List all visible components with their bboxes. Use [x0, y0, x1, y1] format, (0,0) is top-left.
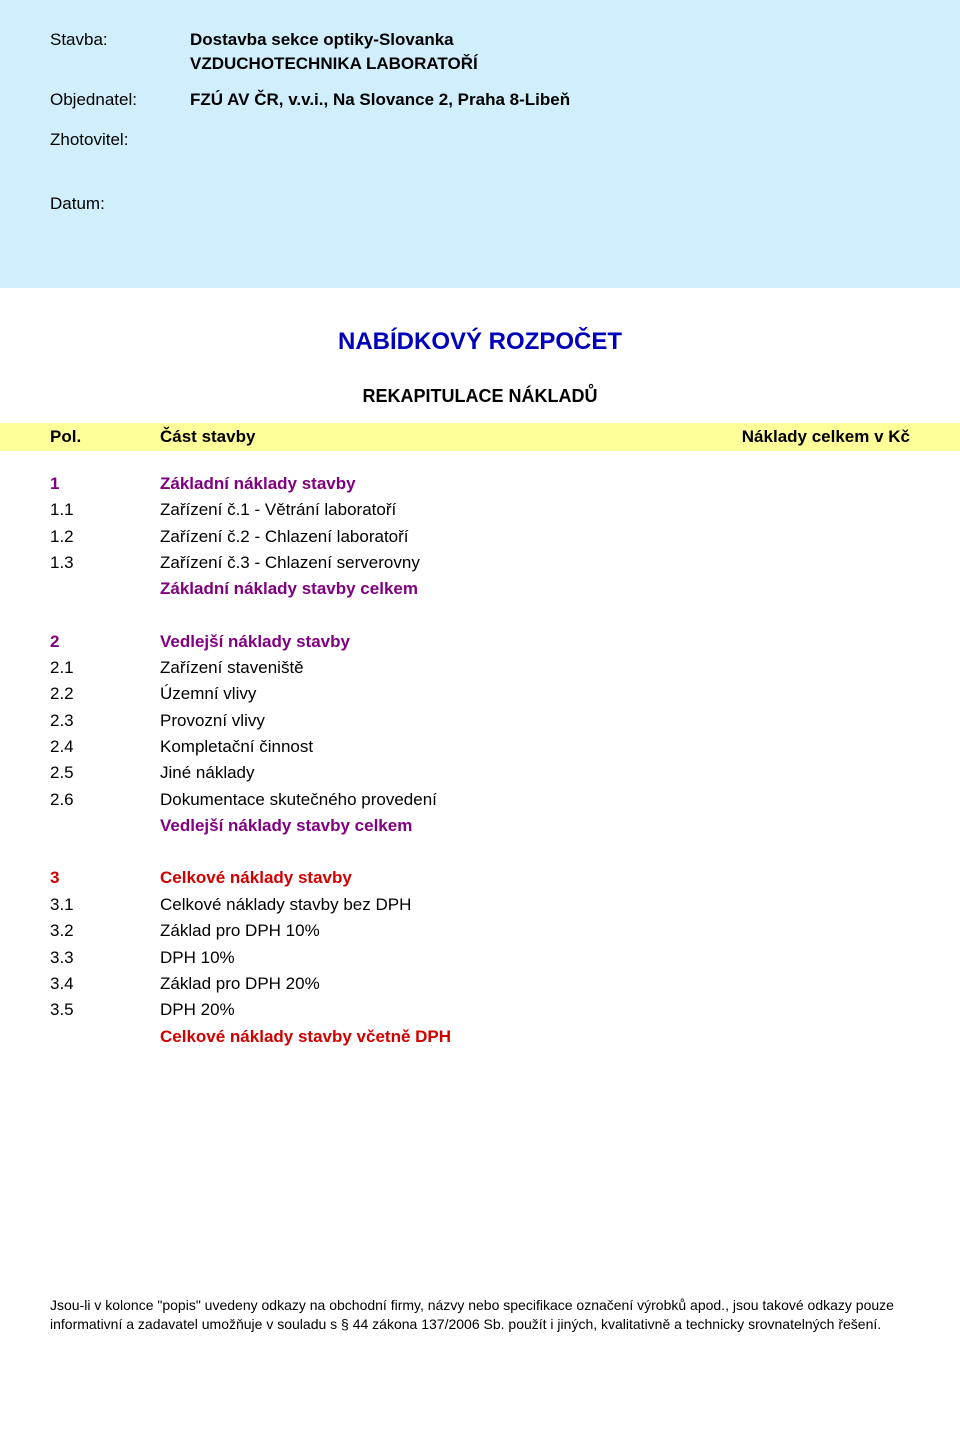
th-naklady: Náklady celkem v Kč [742, 427, 910, 447]
s3-item-num: 3.4 [50, 971, 160, 997]
header-stavba-row: Stavba: Dostavba sekce optiky-Slovanka [50, 30, 910, 50]
stavba-value-line1: Dostavba sekce optiky-Slovanka [190, 30, 454, 50]
datum-label: Datum: [50, 194, 190, 214]
s1-item-text: Zařízení č.2 - Chlazení laboratoří [160, 524, 910, 550]
s1-item-num: 1.2 [50, 524, 160, 550]
s3-item-num: 3.5 [50, 997, 160, 1023]
s2-item-text: Územní vlivy [160, 681, 910, 707]
header-objednatel-row: Objednatel: FZÚ AV ČR, v.v.i., Na Slovan… [50, 90, 910, 110]
s2-item-num: 2.4 [50, 734, 160, 760]
s2-item-text: Jiné náklady [160, 760, 910, 786]
s2-item-text: Zařízení staveniště [160, 655, 910, 681]
s2-item-num: 2.2 [50, 681, 160, 707]
page: Stavba: Dostavba sekce optiky-Slovanka V… [0, 0, 960, 1374]
s1-item-text: Zařízení č.3 - Chlazení serverovny [160, 550, 910, 576]
s3-heading: Celkové náklady stavby [160, 865, 910, 891]
table-header: Pol. Část stavby Náklady celkem v Kč [0, 423, 960, 451]
objednatel-value: FZÚ AV ČR, v.v.i., Na Slovance 2, Praha … [190, 90, 570, 110]
header-zhotovitel-row: Zhotovitel: [50, 130, 910, 150]
s1-total: Základní náklady stavby celkem [160, 576, 910, 602]
s1-item-num: 1.1 [50, 497, 160, 523]
s1-item-text: Zařízení č.1 - Větrání laboratoří [160, 497, 910, 523]
s3-item-text: DPH 10% [160, 945, 910, 971]
s2-item-text: Kompletační činnost [160, 734, 910, 760]
section-1: 1 Základní náklady stavby 1.1 Zařízení č… [50, 471, 910, 603]
page-subtitle: REKAPITULACE NÁKLADŮ [0, 386, 960, 407]
s3-item-text: Základ pro DPH 20% [160, 971, 910, 997]
footnote: Jsou-li v kolonce "popis" uvedeny odkazy… [0, 1296, 960, 1374]
s3-item-num: 3.1 [50, 892, 160, 918]
s1-heading: Základní náklady stavby [160, 471, 910, 497]
s2-heading: Vedlejší náklady stavby [160, 629, 910, 655]
s2-total: Vedlejší náklady stavby celkem [160, 813, 910, 839]
s2-item-num: 2.6 [50, 787, 160, 813]
stavba-value-line2: VZDUCHOTECHNIKA LABORATOŘÍ [190, 54, 910, 74]
header-datum-row: Datum: [50, 194, 910, 214]
s1-item-num: 1.3 [50, 550, 160, 576]
th-pol: Pol. [50, 427, 160, 447]
objednatel-label: Objednatel: [50, 90, 190, 110]
s3-item-num: 3.3 [50, 945, 160, 971]
th-cast: Část stavby [160, 427, 255, 447]
s3-item-num: 3.2 [50, 918, 160, 944]
s2-item-num: 2.5 [50, 760, 160, 786]
header-block: Stavba: Dostavba sekce optiky-Slovanka V… [0, 0, 960, 288]
s3-item-text: DPH 20% [160, 997, 910, 1023]
s3-item-text: Základ pro DPH 10% [160, 918, 910, 944]
s3-total: Celkové náklady stavby včetně DPH [160, 1024, 910, 1050]
page-title: NABÍDKOVÝ ROZPOČET [0, 328, 960, 356]
s2-num: 2 [50, 629, 160, 655]
s2-item-text: Dokumentace skutečného provedení [160, 787, 910, 813]
section-2: 2 Vedlejší náklady stavby 2.1 Zařízení s… [50, 629, 910, 840]
s2-item-num: 2.1 [50, 655, 160, 681]
s3-num: 3 [50, 865, 160, 891]
s1-num: 1 [50, 471, 160, 497]
s2-item-text: Provozní vlivy [160, 708, 910, 734]
section-3: 3 Celkové náklady stavby 3.1 Celkové nák… [50, 865, 910, 1049]
s3-item-text: Celkové náklady stavby bez DPH [160, 892, 910, 918]
content-area: 1 Základní náklady stavby 1.1 Zařízení č… [0, 451, 960, 1136]
s2-item-num: 2.3 [50, 708, 160, 734]
zhotovitel-label: Zhotovitel: [50, 130, 190, 150]
stavba-label: Stavba: [50, 30, 190, 50]
